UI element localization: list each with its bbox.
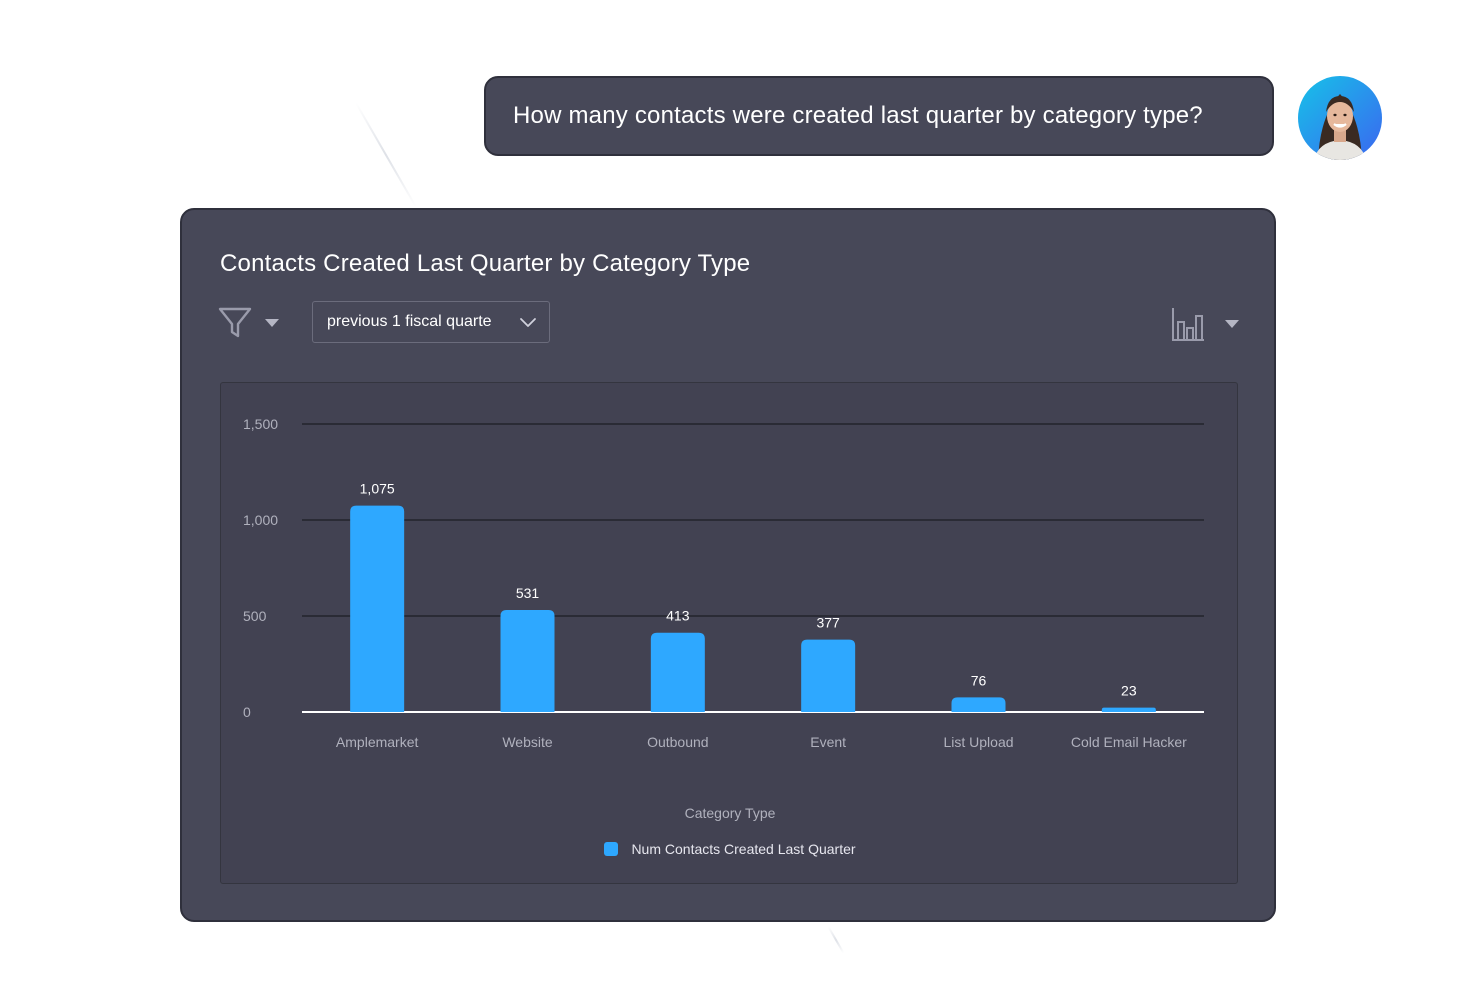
x-tick-label: Cold Email Hacker [1071,734,1187,750]
bar [801,639,856,712]
filter-button[interactable] [218,304,288,342]
period-select[interactable]: previous 1 fiscal quarte [312,301,550,343]
x-tick-label: Outbound [647,734,709,750]
y-tick-label: 500 [243,608,267,624]
x-axis-title: Category Type [684,805,776,821]
y-tick-label: 1,000 [243,512,278,528]
chart-card-title: Contacts Created Last Quarter by Categor… [220,250,751,277]
bar [650,632,705,712]
chart-panel: 0 500 1,000 1,500 1,075 Amplemarket 531 Website… [220,382,1238,884]
bar-value-label: 1,075 [360,481,395,497]
caret-down-icon [265,319,279,327]
user-avatar [1298,76,1382,160]
bar [500,610,555,712]
x-tick-label: List Upload [943,734,1013,750]
period-select-value: previous 1 fiscal quarte [327,313,492,330]
chart-type-button[interactable] [1170,304,1242,344]
y-tick-label: 0 [243,704,251,720]
bar [350,505,405,712]
background-streak [355,102,417,208]
bar-value-label: 377 [816,615,840,631]
bar-value-label: 531 [516,585,540,601]
chart-card: Contacts Created Last Quarter by Categor… [180,208,1276,922]
legend-label: Num Contacts Created Last Quarter [631,841,856,857]
y-tick-label: 1,500 [243,416,278,432]
x-tick-label: Amplemarket [336,734,419,750]
user-question-bubble: How many contacts were created last quar… [484,76,1274,156]
bar [951,697,1006,712]
bar-chart-icon [1172,308,1204,341]
bar-value-label: 413 [666,608,690,624]
chart-legend: Num Contacts Created Last Quarter [221,841,1239,857]
bar-value-label: 23 [1121,683,1137,699]
legend-swatch [604,842,619,856]
user-question-text: How many contacts were created last quar… [513,102,1203,129]
background-streak [827,926,845,954]
bar-chart: 0 500 1,000 1,500 1,075 Amplemarket 531 Website… [243,416,1204,750]
x-tick-label: Website [502,734,553,750]
bar [1101,707,1156,712]
bar-value-label: 76 [971,672,987,688]
x-tick-label: Event [810,734,846,750]
caret-down-icon [1225,320,1239,328]
chevron-down-icon [520,318,536,327]
avatar-image [1298,76,1382,160]
filter-funnel-icon [218,307,252,338]
